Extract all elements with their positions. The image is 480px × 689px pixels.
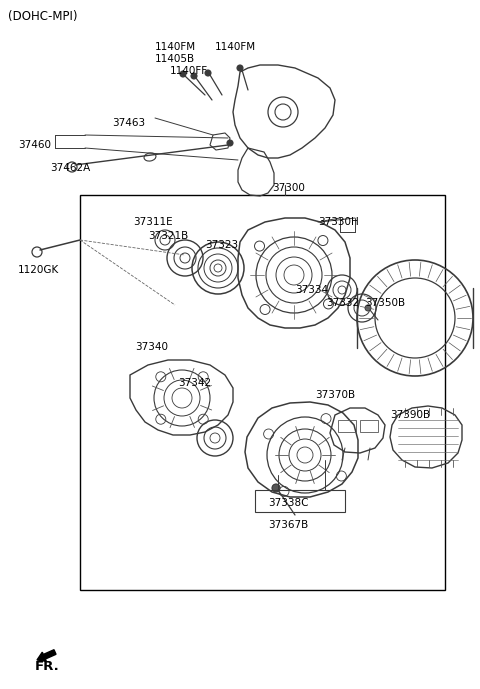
Bar — [360, 420, 378, 432]
Text: 37311E: 37311E — [133, 217, 173, 227]
Circle shape — [180, 71, 186, 77]
Text: 37390B: 37390B — [390, 410, 430, 420]
Text: 37462A: 37462A — [50, 163, 90, 173]
Text: (DOHC-MPI): (DOHC-MPI) — [8, 10, 77, 23]
Text: 37460: 37460 — [18, 140, 51, 150]
Text: 1140FF: 1140FF — [170, 66, 208, 76]
Text: 37367B: 37367B — [268, 520, 308, 530]
Text: 37338C: 37338C — [268, 498, 309, 508]
Text: 37350B: 37350B — [365, 298, 405, 308]
Text: 1120GK: 1120GK — [18, 265, 59, 275]
Text: FR.: FR. — [35, 660, 60, 673]
Circle shape — [205, 70, 211, 76]
Circle shape — [272, 484, 280, 492]
Text: 37342: 37342 — [178, 378, 211, 388]
Text: 37334: 37334 — [295, 285, 328, 295]
Text: 37321B: 37321B — [148, 231, 188, 241]
Text: 37330H: 37330H — [318, 217, 359, 227]
Circle shape — [237, 65, 243, 71]
Circle shape — [191, 73, 197, 79]
Text: 37463: 37463 — [112, 118, 145, 128]
Text: 11405B: 11405B — [155, 54, 195, 64]
Text: 1140FM: 1140FM — [155, 42, 196, 52]
Bar — [80, 195, 445, 590]
Text: 37332: 37332 — [326, 298, 359, 308]
FancyArrow shape — [37, 650, 56, 661]
Circle shape — [365, 305, 371, 311]
Text: 37340: 37340 — [135, 342, 168, 352]
Text: 37323: 37323 — [205, 240, 238, 250]
Bar — [338, 420, 356, 432]
Text: 37300: 37300 — [272, 183, 305, 193]
Text: 1140FM: 1140FM — [215, 42, 256, 52]
Bar — [255, 490, 345, 512]
Circle shape — [227, 140, 233, 146]
Text: 37370B: 37370B — [315, 390, 355, 400]
